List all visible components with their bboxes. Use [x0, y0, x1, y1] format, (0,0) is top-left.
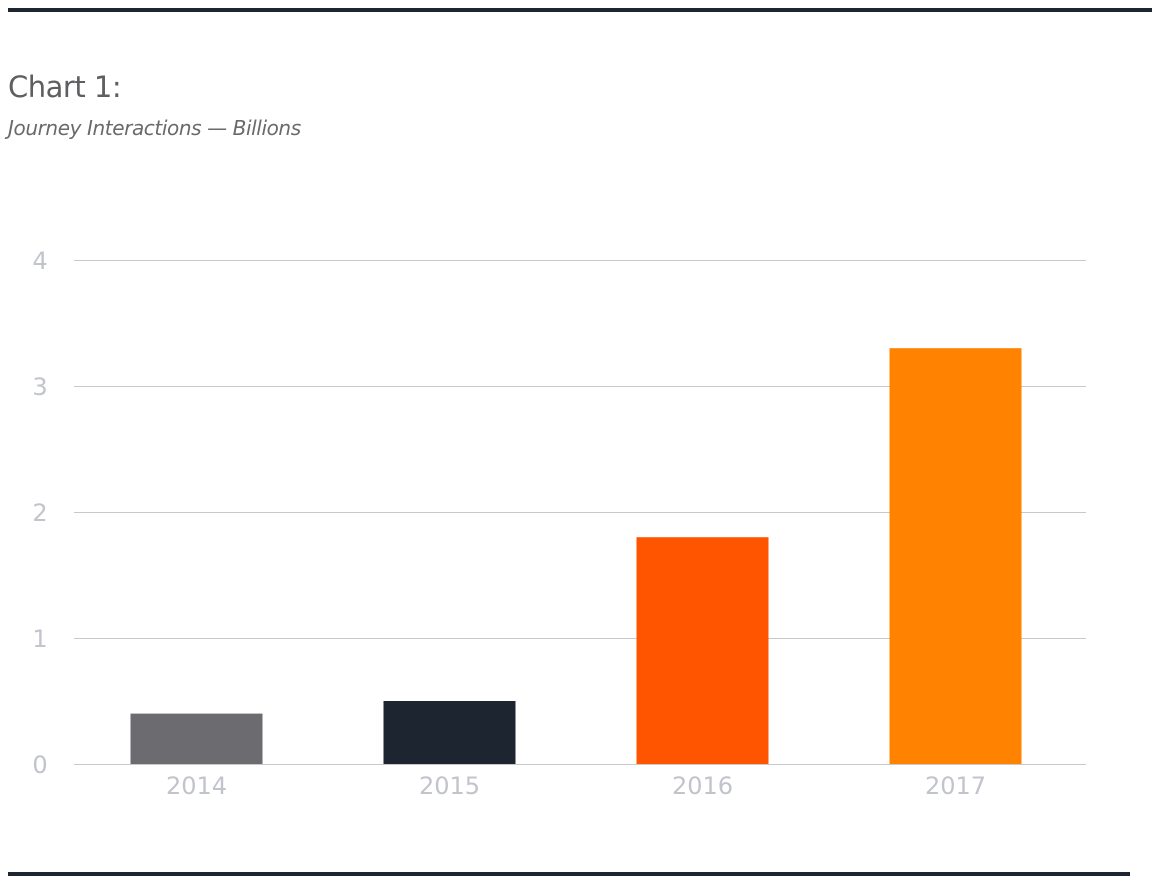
y-tick-label: 3 — [32, 373, 47, 401]
y-tick-label: 2 — [32, 499, 47, 527]
x-tick-label: 2014 — [166, 772, 227, 800]
bottom-rule — [8, 872, 1130, 876]
x-tick-label: 2017 — [925, 772, 986, 800]
y-tick-label: 1 — [32, 625, 47, 653]
y-tick-label: 0 — [32, 751, 47, 779]
bars — [130, 348, 1022, 764]
bar-2016 — [636, 537, 769, 764]
bar-2017 — [889, 348, 1022, 764]
x-axis-tick-labels: 2014 2015 2016 2017 — [166, 772, 986, 800]
chart-subtitle: Journey Interactions — Billions — [8, 116, 301, 140]
top-rule — [8, 8, 1152, 12]
chart-title: Chart 1: — [8, 70, 122, 104]
x-tick-label: 2015 — [419, 772, 480, 800]
x-tick-label: 2016 — [672, 772, 733, 800]
bar-2014 — [130, 713, 263, 764]
bar-2015 — [383, 701, 516, 764]
y-tick-label: 4 — [32, 247, 47, 275]
y-axis-tick-labels: 0 1 2 3 4 — [32, 247, 47, 779]
